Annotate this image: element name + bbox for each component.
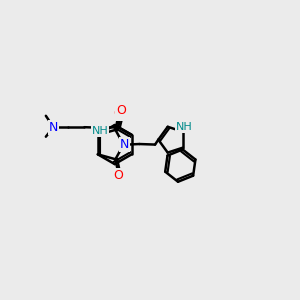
Text: NH: NH xyxy=(92,126,109,136)
Text: O: O xyxy=(116,103,126,117)
Text: O: O xyxy=(113,107,123,120)
Text: O: O xyxy=(113,169,123,182)
Text: N: N xyxy=(120,138,129,151)
Text: N: N xyxy=(49,121,58,134)
Text: NH: NH xyxy=(176,122,193,132)
